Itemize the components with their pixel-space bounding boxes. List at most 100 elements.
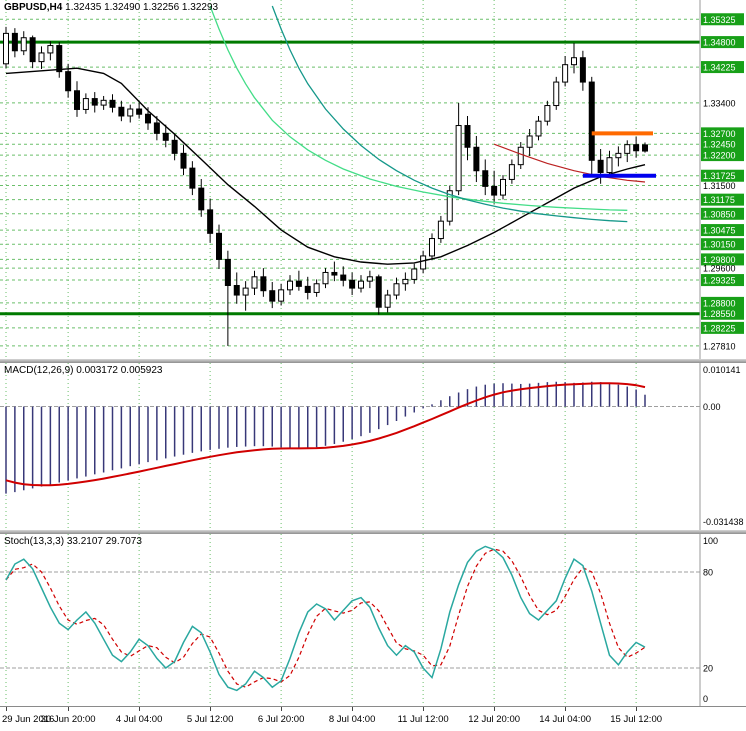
candle [313,283,320,293]
candle [295,280,302,287]
stochastic-title: Stoch(13,3,3) 33.2107 29.7073 [4,536,142,547]
ohlc-values-label: 1.32435 1.32490 1.32256 1.32293 [65,2,219,13]
candle [482,170,489,187]
time-axis-label: 5 Jul 12:00 [186,714,234,725]
candle [411,268,418,280]
candle [180,152,187,169]
candle [366,276,373,282]
candle [322,271,329,285]
price-level-badge [701,36,744,49]
ma-teal [271,5,628,223]
price-label: 1.33400 [703,98,736,108]
candle [402,278,409,285]
candle [127,108,134,117]
stochastic-canvas[interactable]: 100 80 20 0 [0,534,746,706]
price-label: 1.31500 [703,181,736,191]
stochastic-indicator-panel[interactable]: 100 80 20 0 Stoch(13,3,3) 33.2107 29.7073 [0,534,746,706]
candle [588,81,595,161]
macd-grid [0,363,700,530]
stochastic-scale-label: 80 [703,568,713,578]
candle [553,81,560,107]
price-chart-panel[interactable]: 1.35325 1.34800 1.34225 1.33400 1.32700 1.324… [0,0,746,359]
price-label: 1.31725 [703,171,736,181]
time-axis-label: 12 Jul 20:00 [468,714,521,725]
stochastic-scale-label: 100 [703,536,718,546]
price-label: 1.29800 [703,255,736,265]
candle [358,280,364,289]
price-label: 1.31175 [703,195,735,205]
time-axis-label: 15 Jul 12:00 [610,714,663,725]
candle [74,90,80,110]
stochastic-grid [0,534,700,706]
candle [579,57,586,83]
panel-separator[interactable] [0,359,746,363]
candle [20,37,27,52]
candle [606,157,613,173]
time-axis-label: 14 Jul 04:00 [539,714,592,725]
stochastic-scale-label: 20 [703,664,713,674]
candle [464,125,471,148]
candle [3,32,9,65]
time-axis-label: 29 Jun 2016 [2,714,55,725]
price-level-badge [701,169,744,182]
candle [375,276,382,308]
price-label: 1.28550 [703,309,736,319]
candle [491,185,498,196]
time-axis[interactable]: 29 Jun 2016 30 Jun 20:00 4 Jul 04:00 5 Jul … [0,706,746,731]
candle [455,125,462,192]
time-tick [210,707,212,711]
candle [47,45,54,54]
ma-green [209,5,628,211]
candle [349,279,356,289]
macd-indicator-panel[interactable]: 0.010141 0.00 -0.031438 MACD(12,26,9) 0.00… [0,363,746,530]
candle [242,287,249,296]
candle [473,146,480,172]
candle [526,135,533,148]
candle [198,187,205,211]
candle [446,190,453,222]
price-label: 1.28800 [703,298,736,308]
price-label: 1.28225 [703,323,736,333]
macd-canvas[interactable]: 0.010141 0.00 -0.031438 [0,363,746,530]
time-tick [68,707,70,711]
ma-red [493,143,646,183]
time-tick [636,707,638,711]
candle [287,280,293,291]
candles-layer [3,26,648,346]
time-tick [352,707,354,711]
candle [429,238,435,257]
price-chart-canvas[interactable]: 1.353251.348001.342251.334001.327001.324… [0,0,746,359]
stochastic-scale-label: 0 [703,694,708,704]
price-level-badge [701,274,744,287]
time-tick [139,707,141,711]
price-label: 1.30475 [703,226,736,236]
stochastic-main-line [5,545,646,692]
time-axis-label: 4 Jul 04:00 [115,714,163,725]
horizontal-level-lines[interactable] [0,40,700,316]
price-label: 1.32450 [703,140,736,150]
price-label: 1.35325 [703,15,736,25]
price-level-badge [701,238,744,251]
candle [91,98,98,106]
candle [384,294,391,308]
candle [500,178,506,196]
candle [508,164,515,180]
price-level-badge [701,13,744,26]
time-tick [565,707,567,711]
candle [224,258,231,286]
candle [624,144,631,154]
price-level-badge [701,224,744,237]
chart-title: GBPUSD,H4 1.32435 1.32490 1.32256 1.3229… [4,2,218,13]
candle [304,285,311,293]
candle [162,132,169,141]
price-level-badge [701,149,744,162]
time-tick [6,707,7,711]
price-label: 1.32700 [703,129,736,139]
macd-scale-label: 0.00 [703,402,721,412]
candle [56,45,63,73]
price-label: 1.34800 [703,38,736,48]
candle [571,57,577,66]
panel-separator[interactable] [0,530,746,534]
trade-level-lines[interactable] [582,131,656,178]
